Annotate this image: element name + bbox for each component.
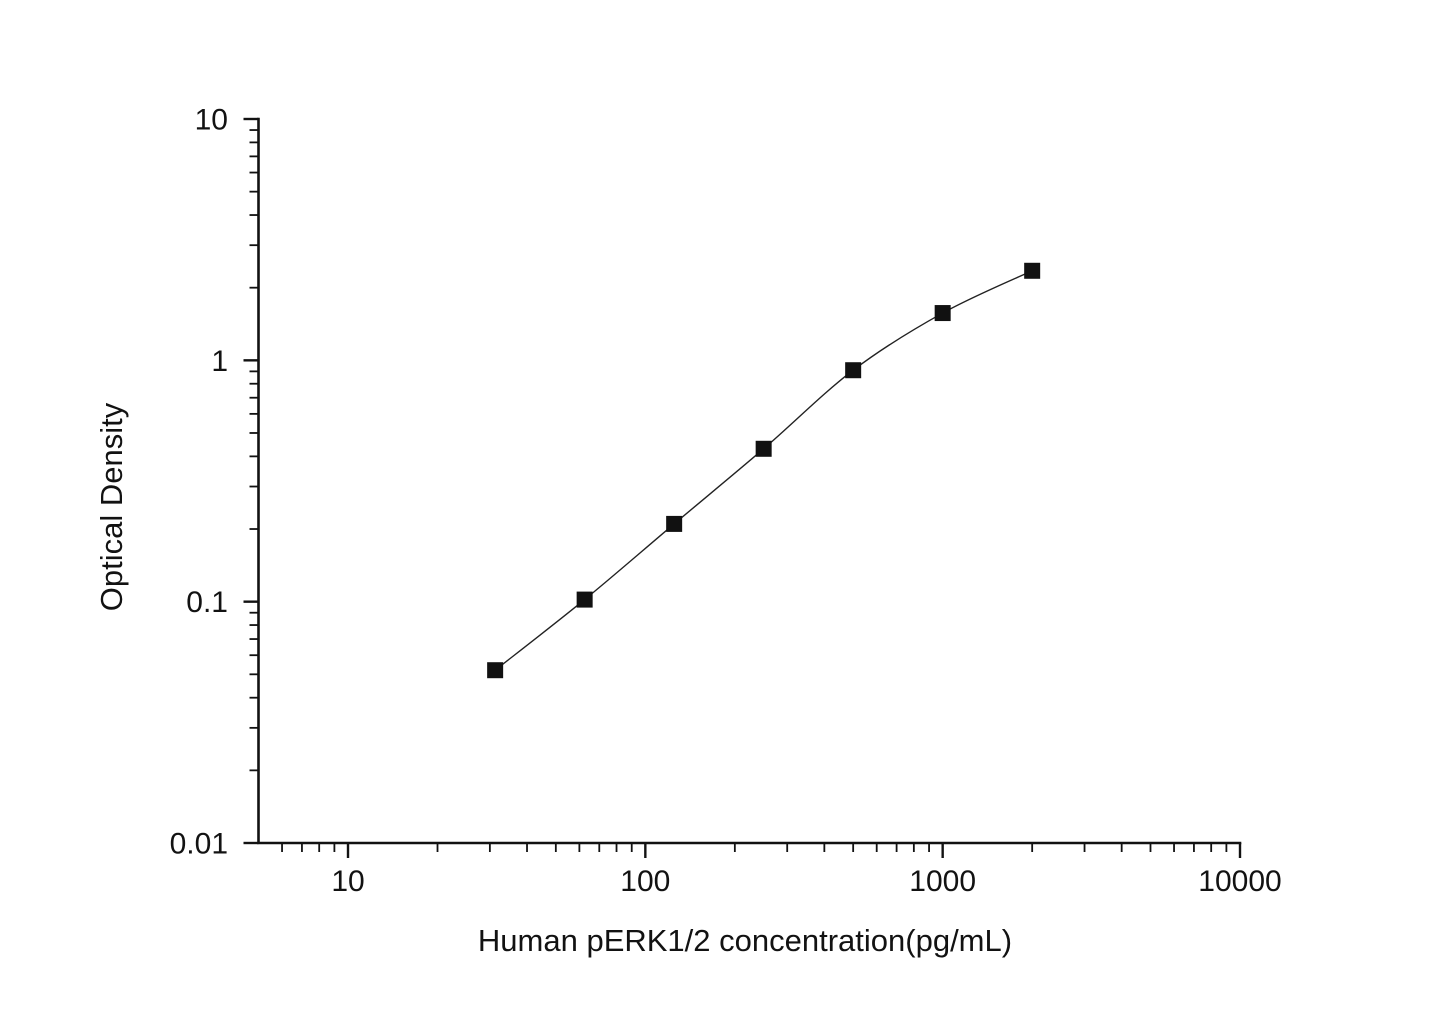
data-point-marker: [755, 440, 772, 457]
x-tick-label: 1000: [909, 865, 976, 898]
data-point-marker: [576, 591, 593, 608]
y-tick-label: 1: [211, 345, 228, 378]
data-point-marker: [487, 662, 504, 679]
x-axis-title: Human pERK1/2 concentration(pg/mL): [478, 923, 1012, 958]
x-tick-label: 100: [620, 865, 670, 898]
data-point-marker: [934, 305, 951, 322]
standard-curve-line: [494, 270, 1033, 671]
y-tick-label: 10: [195, 104, 228, 137]
data-point-marker: [1024, 262, 1041, 279]
y-tick-label: 0.1: [186, 586, 228, 619]
x-tick-label: 10000: [1198, 865, 1281, 898]
x-tick-label: 10: [331, 865, 364, 898]
data-point-marker: [845, 362, 862, 379]
y-tick-label: 0.01: [170, 828, 228, 861]
y-axis-title: Optical Density: [94, 402, 129, 611]
axis-spines: [257, 117, 1242, 845]
data-point-marker: [666, 515, 683, 532]
